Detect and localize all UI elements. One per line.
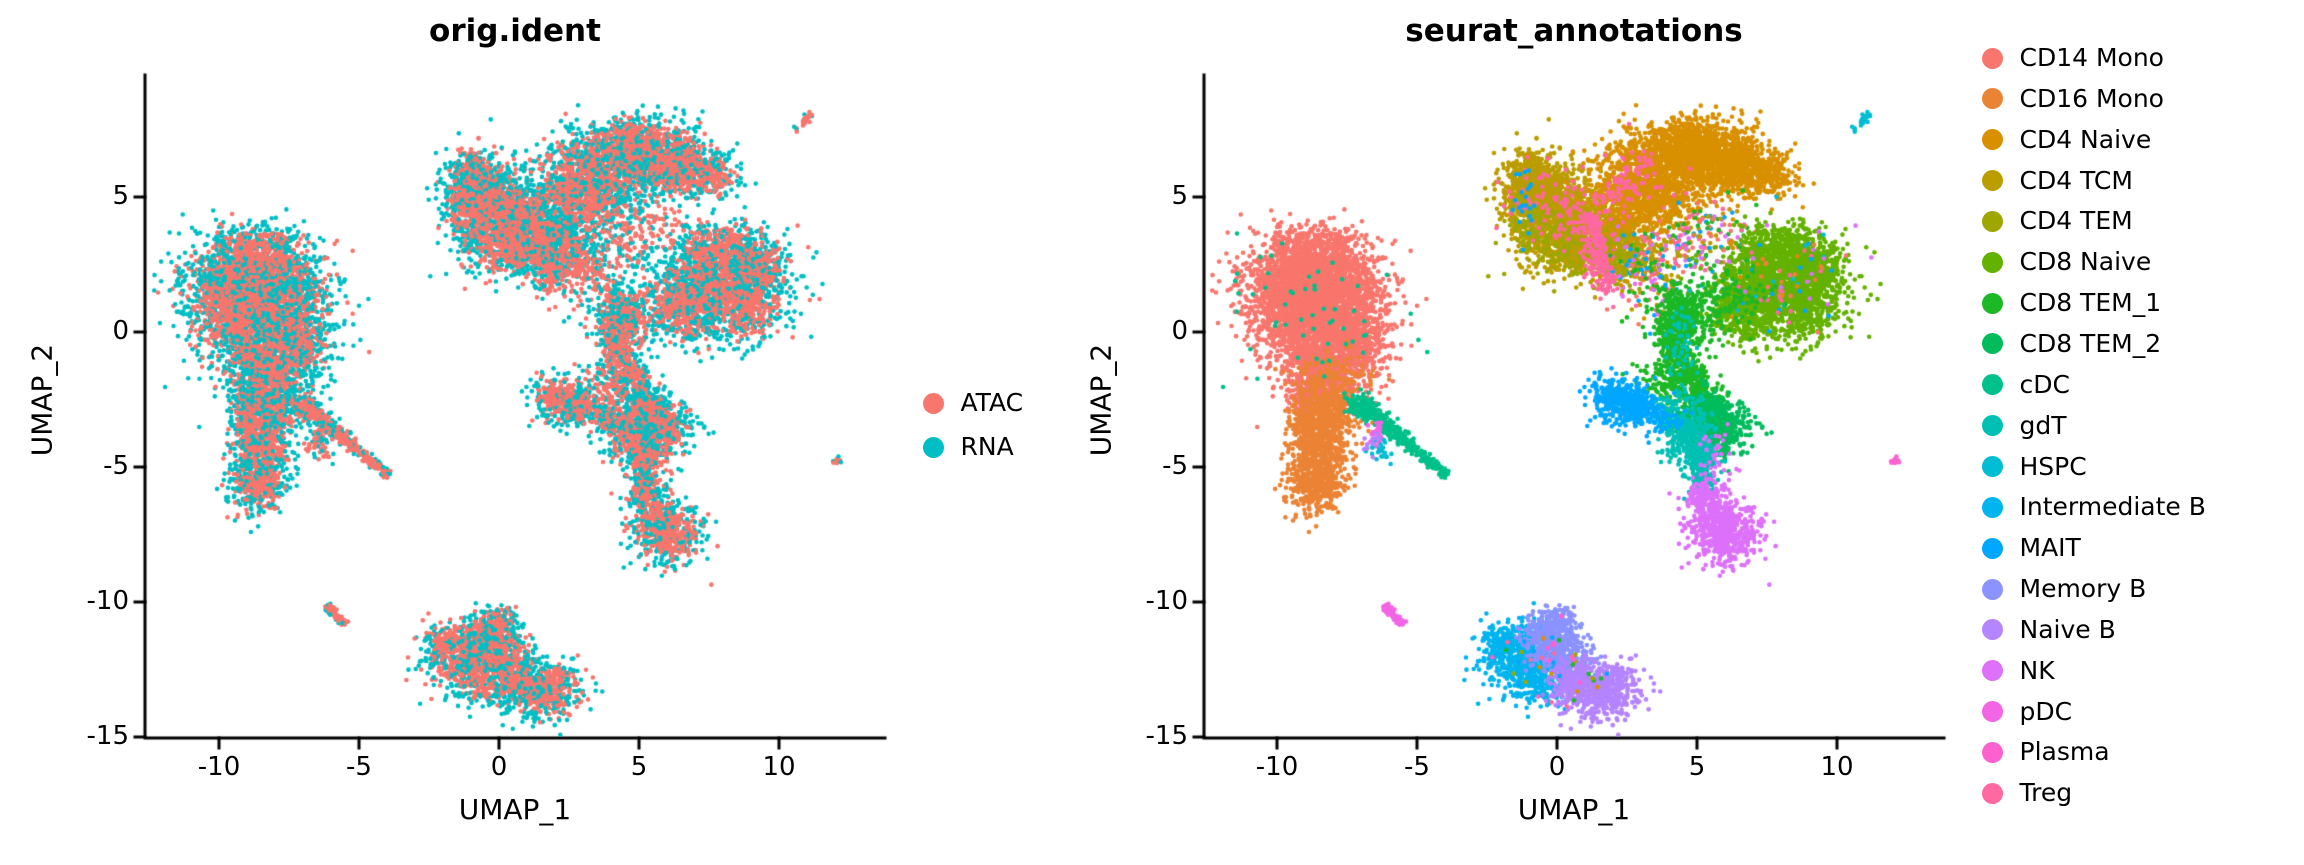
legend-color-dot — [1981, 741, 2003, 763]
legend-label: CD8 TEM_1 — [2019, 288, 2162, 318]
x-tick-label: -5 — [1404, 752, 1430, 782]
legend-color-dot — [1981, 456, 2003, 477]
legend-label: CD8 TEM_2 — [2019, 328, 2162, 358]
legend-item: MAIT — [1981, 533, 2081, 563]
legend-item: Plasma — [1981, 737, 2110, 767]
y-tick-label: 5 — [112, 181, 129, 211]
legend-color-dot — [1981, 537, 2003, 559]
x-tick-label: 0 — [490, 752, 508, 782]
legend-item: Naive B — [1981, 614, 2116, 645]
legend-label: HSPC — [2019, 451, 2087, 481]
legend-item: CD4 TEM — [1981, 206, 2133, 236]
legend-color-dot — [1981, 333, 2003, 355]
legend-item: CD8 Naive — [1981, 247, 2152, 277]
x-tick-label: 5 — [1688, 752, 1706, 782]
legend-color-dot — [1981, 47, 2003, 69]
legend-color-dot — [1981, 374, 2003, 396]
legend-label: Intermediate B — [2019, 492, 2206, 522]
legend-item: ATAC — [922, 388, 1024, 418]
legend-label: CD14 Mono — [2019, 43, 2164, 72]
legend-item: CD4 Naive — [1981, 124, 2152, 155]
y-tick-label: 0 — [112, 316, 129, 346]
legend-item: cDC — [1981, 369, 2070, 400]
x-tick-label: -10 — [1255, 752, 1299, 782]
legend-color-dot — [1981, 496, 2003, 518]
legend-item: CD8 TEM_2 — [1981, 328, 2162, 359]
y-tick-label: -15 — [1145, 721, 1188, 751]
right-panel-title: seurat_annotations — [1405, 13, 1743, 49]
right-x-axis-label: UMAP_1 — [1517, 793, 1631, 826]
legend-color-dot — [1981, 782, 2003, 804]
legend-label: CD16 Mono — [2019, 83, 2164, 113]
legend-color-dot — [922, 436, 944, 458]
y-tick-label: -5 — [103, 451, 129, 481]
legend-color-dot — [1981, 415, 2003, 437]
legend-item: CD14 Mono — [1981, 43, 2164, 73]
left-y-axis-label: UMAP_2 — [25, 343, 59, 457]
legend-label: cDC — [2019, 369, 2070, 399]
y-tick-label: -10 — [86, 586, 129, 616]
legend-color-dot — [1981, 210, 2003, 232]
legend-item: CD8 TEM_1 — [1981, 288, 2162, 318]
legend-color-dot — [922, 392, 944, 414]
x-tick-label: 10 — [1820, 752, 1854, 782]
legend-label: CD4 TCM — [2019, 165, 2133, 195]
x-tick-label: 10 — [762, 752, 796, 782]
right-y-axis-label: UMAP_2 — [1084, 343, 1118, 457]
y-tick-label: -15 — [86, 721, 129, 751]
legend-label: gdT — [2019, 410, 2067, 440]
legend-label: pDC — [2019, 696, 2073, 726]
x-tick-label: -10 — [197, 752, 241, 782]
legend-label: Treg — [2019, 778, 2073, 808]
legend-label: CD8 Naive — [2019, 247, 2152, 277]
legend-item: RNA — [922, 432, 1014, 462]
legend-label: RNA — [960, 432, 1014, 461]
legend-label: CD4 Naive — [2019, 124, 2152, 154]
left-x-axis-label: UMAP_1 — [458, 793, 572, 826]
legend-label: NK — [2019, 655, 2055, 685]
legend-item: Memory B — [1981, 574, 2147, 604]
legend-item: gdT — [1981, 410, 2067, 441]
legend-color-dot — [1981, 170, 2003, 192]
legend-label: CD4 TEM — [2019, 206, 2133, 236]
legend-color-dot — [1981, 251, 2003, 273]
legend-color-dot — [1981, 88, 2003, 110]
legend-label: Naive B — [2019, 614, 2116, 644]
y-tick-label: 0 — [1171, 316, 1188, 346]
legend-color-dot — [1981, 701, 2003, 723]
y-tick-label: -10 — [1145, 586, 1188, 616]
legend-item: pDC — [1981, 696, 2073, 727]
legend-item: CD4 TCM — [1981, 165, 2133, 196]
legend-label: ATAC — [960, 388, 1024, 417]
y-tick-label: -5 — [1162, 451, 1188, 481]
x-tick-label: 0 — [1548, 752, 1566, 782]
legend-color-dot — [1981, 292, 2003, 314]
legend-item: HSPC — [1981, 451, 2087, 482]
legend-color-dot — [1981, 578, 2003, 600]
legend-color-dot — [1981, 129, 2003, 151]
x-tick-label: 5 — [630, 752, 648, 782]
left-panel-title: orig.ident — [429, 13, 601, 49]
legend-color-dot — [1981, 660, 2003, 682]
legend-item: Intermediate B — [1981, 492, 2206, 522]
legend-label: Memory B — [2019, 574, 2147, 604]
legend-label: MAIT — [2019, 533, 2081, 563]
legend-item: CD16 Mono — [1981, 83, 2164, 114]
y-tick-label: 5 — [1171, 181, 1188, 211]
legend-label: Plasma — [2019, 737, 2110, 767]
x-tick-label: -5 — [346, 752, 372, 782]
legend-item: Treg — [1981, 778, 2073, 808]
legend-item: NK — [1981, 655, 2055, 686]
legend-color-dot — [1981, 619, 2003, 641]
